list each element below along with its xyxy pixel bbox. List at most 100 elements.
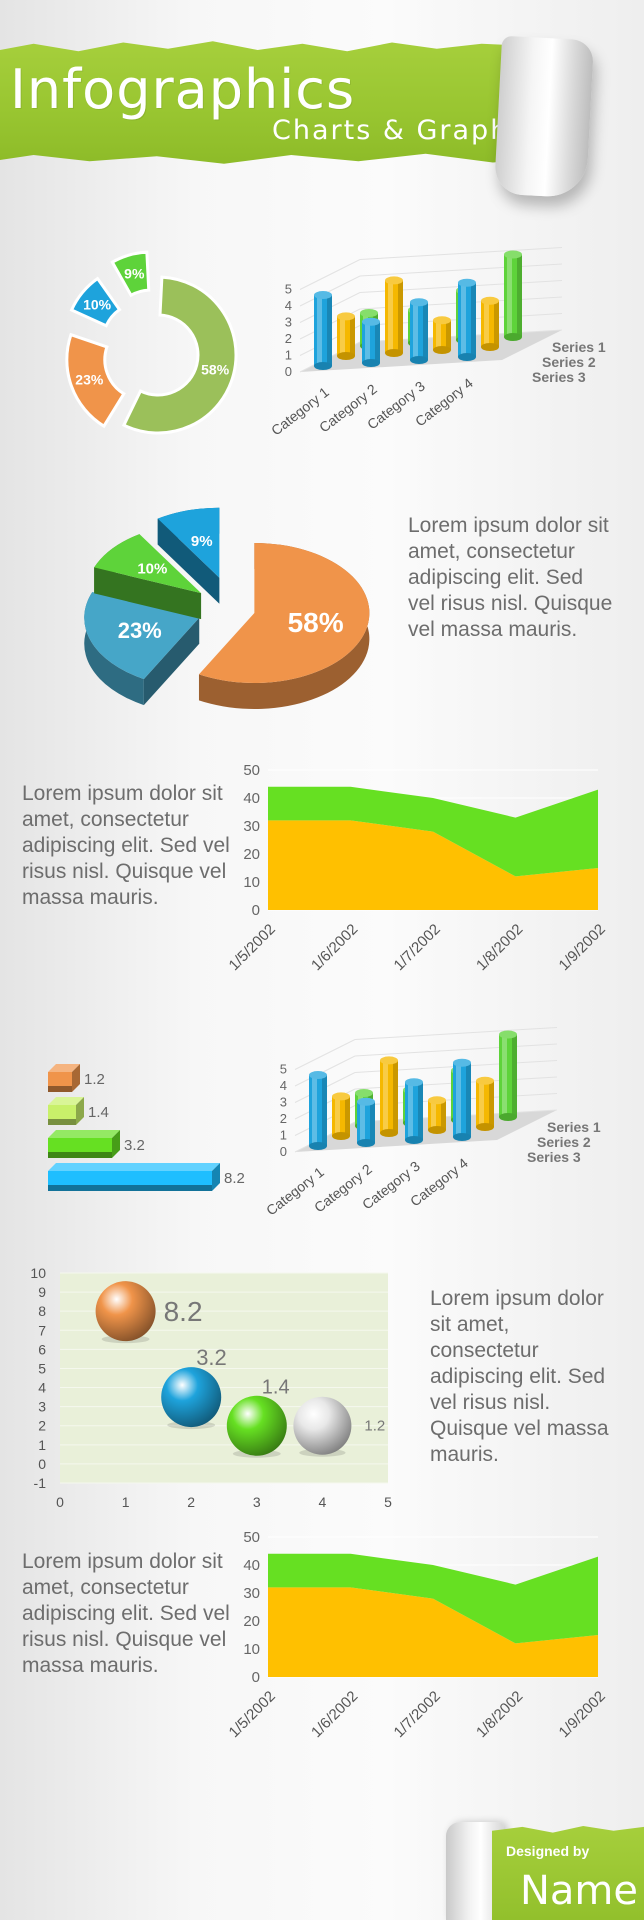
page-title: Infographics [10, 58, 356, 121]
grid-line [299, 275, 361, 307]
bar-cylinder [380, 1056, 398, 1137]
x-tick-label: 1/5/2002 [226, 1688, 279, 1741]
hbar-side [112, 1130, 120, 1158]
hbar [48, 1097, 84, 1125]
bubble-point [293, 1396, 352, 1455]
pie3d-wall [157, 518, 220, 604]
y-tick-label: 20 [243, 846, 260, 863]
x-tick-label: 1/8/2002 [473, 1688, 526, 1741]
bar-shade [446, 320, 451, 350]
x-tick-label: 1/9/2002 [556, 921, 609, 974]
bar-cylinder [314, 291, 332, 370]
bar-top [481, 296, 499, 305]
pie3d-label: 58% [288, 607, 344, 638]
paper-roll-decoration [493, 35, 595, 199]
bubble-label: 1.2 [364, 1418, 385, 1435]
y-tick-label: 40 [243, 790, 260, 807]
x-tick-label: 1 [122, 1494, 130, 1510]
x-tick-label: 1/7/2002 [391, 921, 444, 974]
bar-shade [423, 302, 428, 360]
bar-base [481, 343, 499, 351]
bar-highlight [456, 1062, 461, 1137]
bubble-point [95, 1281, 156, 1342]
bubble-text: Lorem ipsum dolor sit amet, consectetur … [430, 1287, 609, 1466]
donut-label: 58% [201, 362, 230, 378]
bar-top [309, 1071, 327, 1080]
bar-base [453, 1133, 471, 1141]
y-tick-label: 20 [243, 1613, 260, 1630]
bar-base [476, 1123, 494, 1131]
grid-line [294, 1039, 356, 1070]
y-tick-label: 4 [280, 1078, 287, 1093]
bar-shade [489, 1080, 494, 1127]
bar-shade [393, 1060, 398, 1133]
series-label: Series 2 [542, 354, 596, 370]
bar-base [337, 352, 355, 360]
bar-base [405, 1136, 423, 1144]
bar-top [410, 298, 428, 307]
bar-shade [494, 300, 499, 347]
bar-shade [350, 316, 355, 356]
y-tick-label: 4 [38, 1380, 46, 1396]
y-tick-label: 7 [38, 1322, 46, 1338]
pie3d-side [84, 591, 144, 706]
series-label: Series 3 [532, 369, 586, 385]
bubble-point [226, 1395, 287, 1456]
bar-top [499, 1030, 517, 1039]
bubble-label: 8.2 [164, 1296, 203, 1327]
bar-base [504, 333, 522, 341]
bubble-label: 1.4 [262, 1377, 290, 1399]
hbar-bottom [48, 1119, 76, 1125]
pie3d-top [157, 507, 220, 578]
area2-text: Lorem ipsum dolor sit amet, consectetur … [22, 1550, 230, 1677]
hbar-label: 1.4 [88, 1104, 109, 1121]
bar-top [428, 1096, 446, 1105]
y-tick-label: 0 [280, 1144, 287, 1159]
hbar-bottom [48, 1086, 72, 1092]
bar-cylinder [499, 1030, 517, 1121]
bar-highlight [413, 302, 418, 360]
pie3d-top [94, 534, 202, 594]
series-label: Series 1 [552, 339, 606, 355]
pie3d-top [198, 542, 370, 683]
donut-slice [65, 332, 126, 429]
bar-cylinder [476, 1076, 494, 1131]
y-tick-label: 10 [243, 1641, 260, 1658]
bar-cylinder [357, 1097, 375, 1147]
bar-highlight [383, 1060, 388, 1133]
y-tick-label: 0 [38, 1456, 46, 1472]
bubble-chart: -1 0 1 2 3 4 5 6 7 8 9 10 0 1 2 3 4 5 8.2 3.2 1.4 1.2 [30, 1265, 392, 1510]
hbar-side [212, 1163, 220, 1191]
pie3d-wall [94, 567, 202, 620]
bar-shade [370, 1101, 375, 1143]
hbar-chart: 1.2 1.4 3.2 8.2 [48, 1064, 245, 1191]
area-chart-1: 0 10 20 30 40 50 1/5/2002 1/6/2002 1/7/2002 1/8/2… [226, 762, 609, 974]
bar-cylinder [309, 1071, 327, 1150]
bar-shade [398, 280, 403, 353]
grid-line [354, 1043, 558, 1057]
y-tick-label: 9 [38, 1284, 46, 1300]
hbar-top [48, 1064, 80, 1072]
bar-top [355, 1089, 373, 1097]
y-tick-label: 1 [280, 1128, 287, 1143]
pie3d-slice: 58% [198, 542, 370, 709]
y-tick-label: 2 [280, 1111, 287, 1126]
hbar-side [76, 1097, 84, 1125]
bar-highlight [365, 321, 370, 363]
x-tick-label: 1/6/2002 [308, 921, 361, 974]
bar-top [453, 1058, 471, 1067]
bar-cylinder [458, 278, 476, 361]
bar-highlight [360, 1101, 365, 1143]
bar-base [499, 1113, 517, 1121]
bar-cylinder [433, 316, 451, 354]
hbar-bottom [48, 1152, 112, 1158]
bar-base [385, 349, 403, 357]
y-tick-label: 6 [38, 1341, 46, 1357]
bar-highlight [340, 316, 345, 356]
grid-line [359, 263, 563, 277]
grid-line [359, 247, 563, 260]
bar-top [433, 316, 451, 325]
hbar-label: 1.2 [84, 1071, 105, 1088]
hbar [48, 1130, 120, 1158]
bar-top [380, 1056, 398, 1065]
